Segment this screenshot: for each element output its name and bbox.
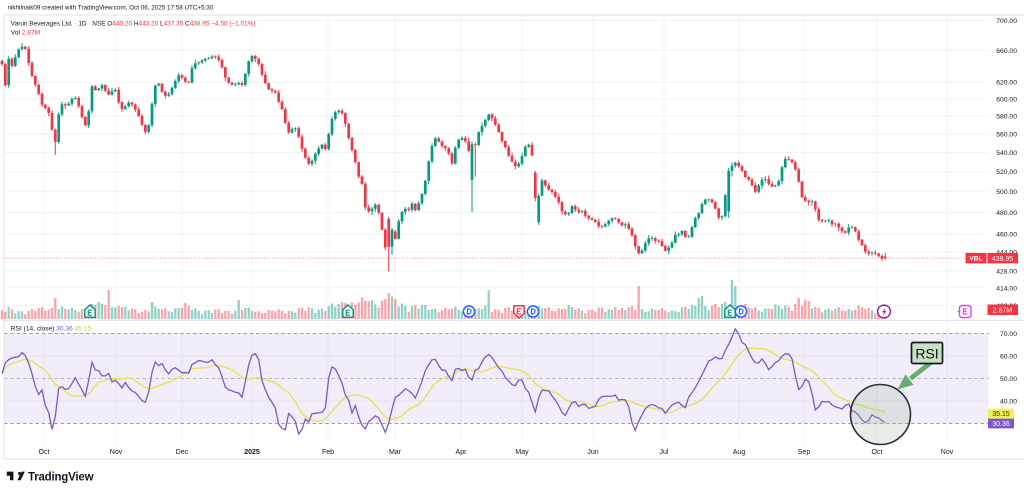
- svg-text:RSI (14, close) 30.36 35.15: RSI (14, close) 30.36 35.15: [11, 325, 92, 332]
- svg-text:Oct: Oct: [872, 449, 883, 456]
- svg-text:2025: 2025: [244, 449, 260, 456]
- svg-text:Dec: Dec: [176, 449, 189, 456]
- svg-text:414.00: 414.00: [996, 285, 1017, 292]
- svg-text:Feb: Feb: [322, 449, 334, 456]
- svg-text:500.00: 500.00: [996, 189, 1017, 196]
- svg-text:Jul: Jul: [660, 449, 669, 456]
- svg-text:520.00: 520.00: [996, 169, 1017, 176]
- svg-text:2.87M: 2.87M: [993, 307, 1013, 314]
- svg-text:Jun: Jun: [587, 449, 598, 456]
- svg-text:60.00: 60.00: [1000, 353, 1017, 360]
- svg-text:660.00: 660.00: [996, 48, 1017, 55]
- svg-text:Aug: Aug: [733, 449, 746, 456]
- svg-text:580.00: 580.00: [996, 114, 1017, 121]
- svg-text:May: May: [515, 449, 529, 456]
- svg-text:RSI: RSI: [915, 345, 938, 361]
- svg-text:Apr: Apr: [456, 449, 468, 456]
- svg-text:40.00: 40.00: [1000, 398, 1017, 405]
- svg-text:70.00: 70.00: [1000, 331, 1017, 338]
- svg-text:35.15: 35.15: [992, 411, 1010, 418]
- svg-text:600.00: 600.00: [996, 96, 1017, 103]
- svg-text:50.00: 50.00: [1000, 376, 1017, 383]
- svg-text:460.00: 460.00: [996, 232, 1017, 239]
- svg-text:438.95: 438.95: [992, 256, 1014, 263]
- svg-text:TradingView: TradingView: [28, 471, 94, 483]
- svg-text:Varun Beverages Ltd. · 1D · NS: Varun Beverages Ltd. · 1D · NSE O440.20 …: [11, 20, 256, 27]
- svg-text:VBL: VBL: [969, 256, 982, 263]
- svg-text:428.00: 428.00: [996, 268, 1017, 275]
- svg-text:560.00: 560.00: [996, 132, 1017, 139]
- svg-text:Nov: Nov: [110, 449, 123, 456]
- svg-text:480.00: 480.00: [996, 210, 1017, 217]
- svg-text:620.00: 620.00: [996, 80, 1017, 87]
- svg-text:Sep: Sep: [798, 449, 811, 456]
- svg-text:nikhilnaik09 created with Trad: nikhilnaik09 created with TradingView.co…: [8, 5, 214, 12]
- svg-text:Oct: Oct: [39, 449, 50, 456]
- svg-text:540.00: 540.00: [996, 150, 1017, 157]
- svg-text:Nov: Nov: [941, 449, 954, 456]
- svg-text:Mar: Mar: [389, 449, 402, 456]
- svg-text:Vol 2.87M: Vol 2.87M: [11, 30, 40, 37]
- svg-text:30.36: 30.36: [992, 421, 1010, 428]
- svg-text:700.00: 700.00: [996, 18, 1017, 25]
